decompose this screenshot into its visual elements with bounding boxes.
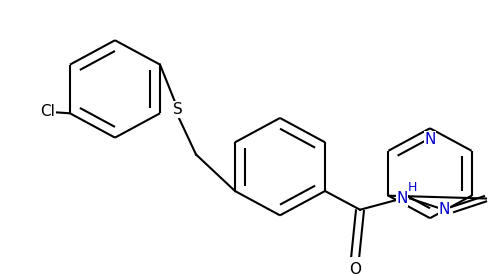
Text: H: H [407, 181, 417, 194]
Text: O: O [349, 262, 361, 275]
Text: N: N [396, 191, 408, 206]
Text: N: N [424, 132, 436, 147]
Text: S: S [173, 102, 183, 117]
Text: Cl: Cl [41, 104, 56, 119]
Text: N: N [438, 202, 450, 217]
